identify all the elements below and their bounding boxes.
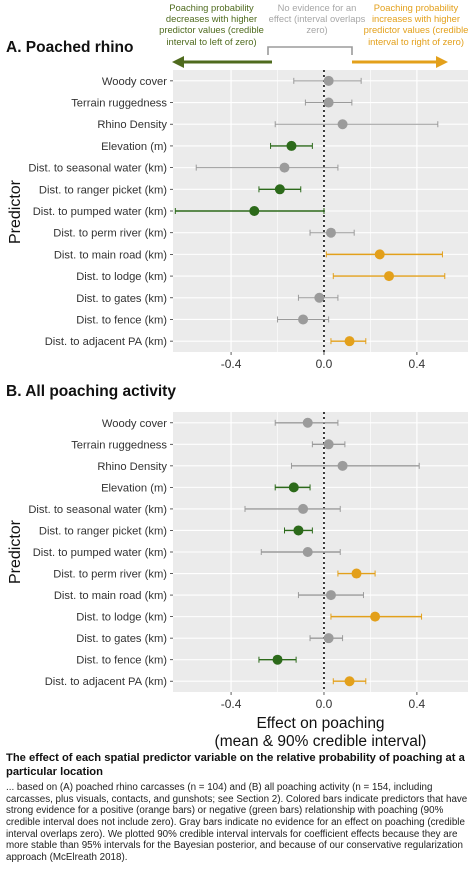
panel-a-poached-rhino: A. Poached rhino Woody cover Terrain rugge… — [6, 39, 468, 371]
category-label: Elevation (m) — [101, 482, 167, 494]
y-axis-label: Predictor — [7, 179, 24, 244]
category-label: Dist. to perm river (km) — [53, 228, 167, 240]
mean-effect-point — [337, 460, 348, 471]
category-label: Dist. to gates (km) — [76, 293, 167, 305]
legend-positive-text: Poaching probability increases with high… — [363, 2, 469, 47]
category-label: Dist. to lodge (km) — [76, 612, 167, 624]
caption-body: ... based on (A) poached rhino carcasses… — [6, 782, 468, 863]
category-label: Dist. to main road (km) — [54, 249, 167, 261]
category-label: Dist. to lodge (km) — [76, 271, 167, 283]
category-label: Dist. to seasonal water (km) — [28, 163, 167, 175]
category-label: Dist. to fence (km) — [76, 314, 167, 326]
mean-effect-point — [337, 119, 348, 130]
mean-effect-point — [323, 439, 334, 450]
x-tick-label: 0.4 — [409, 357, 426, 371]
mean-effect-point — [249, 206, 260, 216]
legend-null-text: No evidence for an effect (interval over… — [268, 2, 366, 36]
mean-effect-point — [344, 676, 355, 687]
legend-null-bracket — [267, 46, 353, 55]
mean-effect-point — [302, 547, 313, 557]
category-label: Terrain ruggedness — [71, 98, 167, 110]
mean-effect-point — [344, 336, 355, 347]
x-tick-label: -0.4 — [221, 697, 242, 711]
category-label: Rhino Density — [97, 119, 167, 131]
category-label: Rhino Density — [97, 461, 167, 473]
mean-effect-point — [323, 633, 334, 644]
x-tick-label: 0.4 — [409, 697, 426, 711]
category-label: Woody cover — [102, 76, 167, 88]
category-label: Dist. to adjacent PA (km) — [45, 676, 168, 688]
category-label: Dist. to pumped water (km) — [33, 206, 168, 218]
category-label: Dist. to pumped water (km) — [33, 547, 168, 559]
mean-effect-point — [314, 292, 325, 303]
legend-negative-arrowhead — [172, 56, 184, 68]
category-label: Elevation (m) — [101, 141, 167, 153]
category-label: Dist. to main road (km) — [54, 590, 167, 602]
mean-effect-point — [279, 162, 290, 173]
mean-effect-point — [274, 184, 285, 195]
mean-effect-point — [325, 227, 336, 238]
mean-effect-point — [374, 249, 385, 260]
mean-effect-point — [302, 417, 313, 428]
mean-effect-point — [293, 525, 304, 536]
panel-title: B. All poaching activity — [6, 383, 176, 400]
forest-plot-figure: A. Poached rhino Woody cover Terrain rugge… — [6, 39, 468, 750]
mean-effect-point — [384, 271, 395, 282]
category-label: Dist. to ranger picket (km) — [39, 184, 167, 196]
category-label: Dist. to adjacent PA (km) — [45, 336, 168, 348]
x-axis-label-line2: (mean & 90% credible interval) — [215, 733, 427, 750]
category-label: Dist. to gates (km) — [76, 633, 167, 645]
category-label: Dist. to seasonal water (km) — [28, 504, 167, 516]
caption-title: The effect of each spatial predictor var… — [6, 752, 465, 778]
legend-negative-text: Poaching probability decreases with high… — [159, 2, 264, 47]
mean-effect-point — [298, 503, 309, 514]
legend-positive-arrowhead — [436, 56, 448, 68]
mean-effect-point — [323, 75, 334, 86]
x-tick-label: -0.4 — [221, 357, 242, 371]
mean-effect-point — [288, 482, 299, 493]
category-label: Terrain ruggedness — [71, 439, 167, 451]
mean-effect-point — [323, 97, 334, 108]
y-axis-label: Predictor — [7, 519, 24, 584]
panel-b-all-poaching: B. All poaching activity Woody cover Terra… — [6, 383, 468, 750]
mean-effect-point — [298, 314, 309, 325]
mean-effect-point — [286, 140, 297, 151]
figure-caption: The effect of each spatial predictor var… — [6, 752, 468, 863]
category-label: Dist. to ranger picket (km) — [39, 525, 167, 537]
panel-title: A. Poached rhino — [6, 39, 133, 56]
mean-effect-point — [272, 654, 283, 665]
mean-effect-point — [325, 590, 336, 601]
category-label: Dist. to perm river (km) — [53, 569, 167, 581]
x-tick-label: 0.0 — [316, 697, 333, 711]
mean-effect-point — [370, 611, 381, 622]
category-label: Dist. to fence (km) — [76, 655, 167, 667]
category-label: Woody cover — [102, 418, 167, 430]
mean-effect-point — [351, 568, 362, 579]
x-tick-label: 0.0 — [316, 357, 333, 371]
x-axis-label-line1: Effect on poaching — [256, 715, 384, 732]
